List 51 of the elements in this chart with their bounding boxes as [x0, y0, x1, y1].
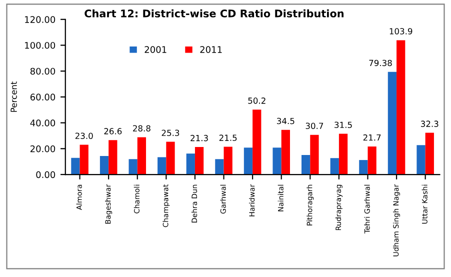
bar: [166, 142, 175, 175]
chart-title: Chart 12: District-wise CD Ratio Distribution: [84, 9, 344, 18]
bar: [272, 148, 282, 175]
bar: [281, 130, 290, 175]
legend-label: 2001: [144, 46, 166, 53]
data-label: 50.2: [248, 98, 266, 104]
bar: [100, 156, 109, 175]
bar: [80, 144, 88, 175]
bar: [310, 134, 319, 175]
data-label: 32.3: [421, 120, 438, 127]
bar: [338, 134, 348, 175]
data-label: 21.5: [219, 134, 237, 141]
data-label: 30.7: [306, 122, 324, 130]
y-tick-label: 40.00: [30, 120, 56, 126]
data-label: 21.7: [363, 134, 381, 141]
bar: [425, 132, 434, 175]
y-axis-title: Percent: [10, 81, 17, 112]
y-tick-label: 120.00: [25, 16, 56, 23]
bar: [244, 148, 253, 175]
bar: [388, 72, 397, 175]
bar: [194, 146, 204, 175]
y-tick-label: 0.00: [36, 171, 56, 178]
data-label: 79.38: [369, 60, 392, 66]
bar: [396, 40, 406, 175]
y-tick-label: 60.00: [30, 94, 56, 101]
data-label: 31.5: [334, 122, 352, 128]
y-tick-label: 20.00: [30, 145, 56, 152]
data-label: 25.3: [162, 130, 180, 136]
bar: [252, 110, 262, 175]
bar: [368, 146, 376, 175]
bar: [224, 146, 232, 175]
bar: [186, 154, 195, 175]
data-label: 103.9: [390, 28, 412, 34]
bar: [330, 158, 339, 175]
bar: [158, 157, 166, 175]
bar: [215, 159, 224, 175]
data-label: 21.3: [190, 134, 208, 142]
bar: [108, 140, 118, 175]
bar: [359, 160, 368, 175]
data-label: 23.0: [75, 132, 93, 139]
bar: [128, 159, 138, 175]
bar: [302, 154, 310, 175]
bar: [71, 158, 80, 175]
legend-label: 2011: [200, 46, 222, 53]
data-label: 28.8: [133, 125, 150, 132]
bar: [137, 137, 146, 175]
bar: [416, 145, 426, 175]
data-label: 26.6: [104, 128, 122, 134]
y-tick-label: 100.00: [25, 42, 56, 49]
data-label: 34.5: [277, 118, 294, 124]
y-tick-label: 80.00: [30, 68, 56, 75]
